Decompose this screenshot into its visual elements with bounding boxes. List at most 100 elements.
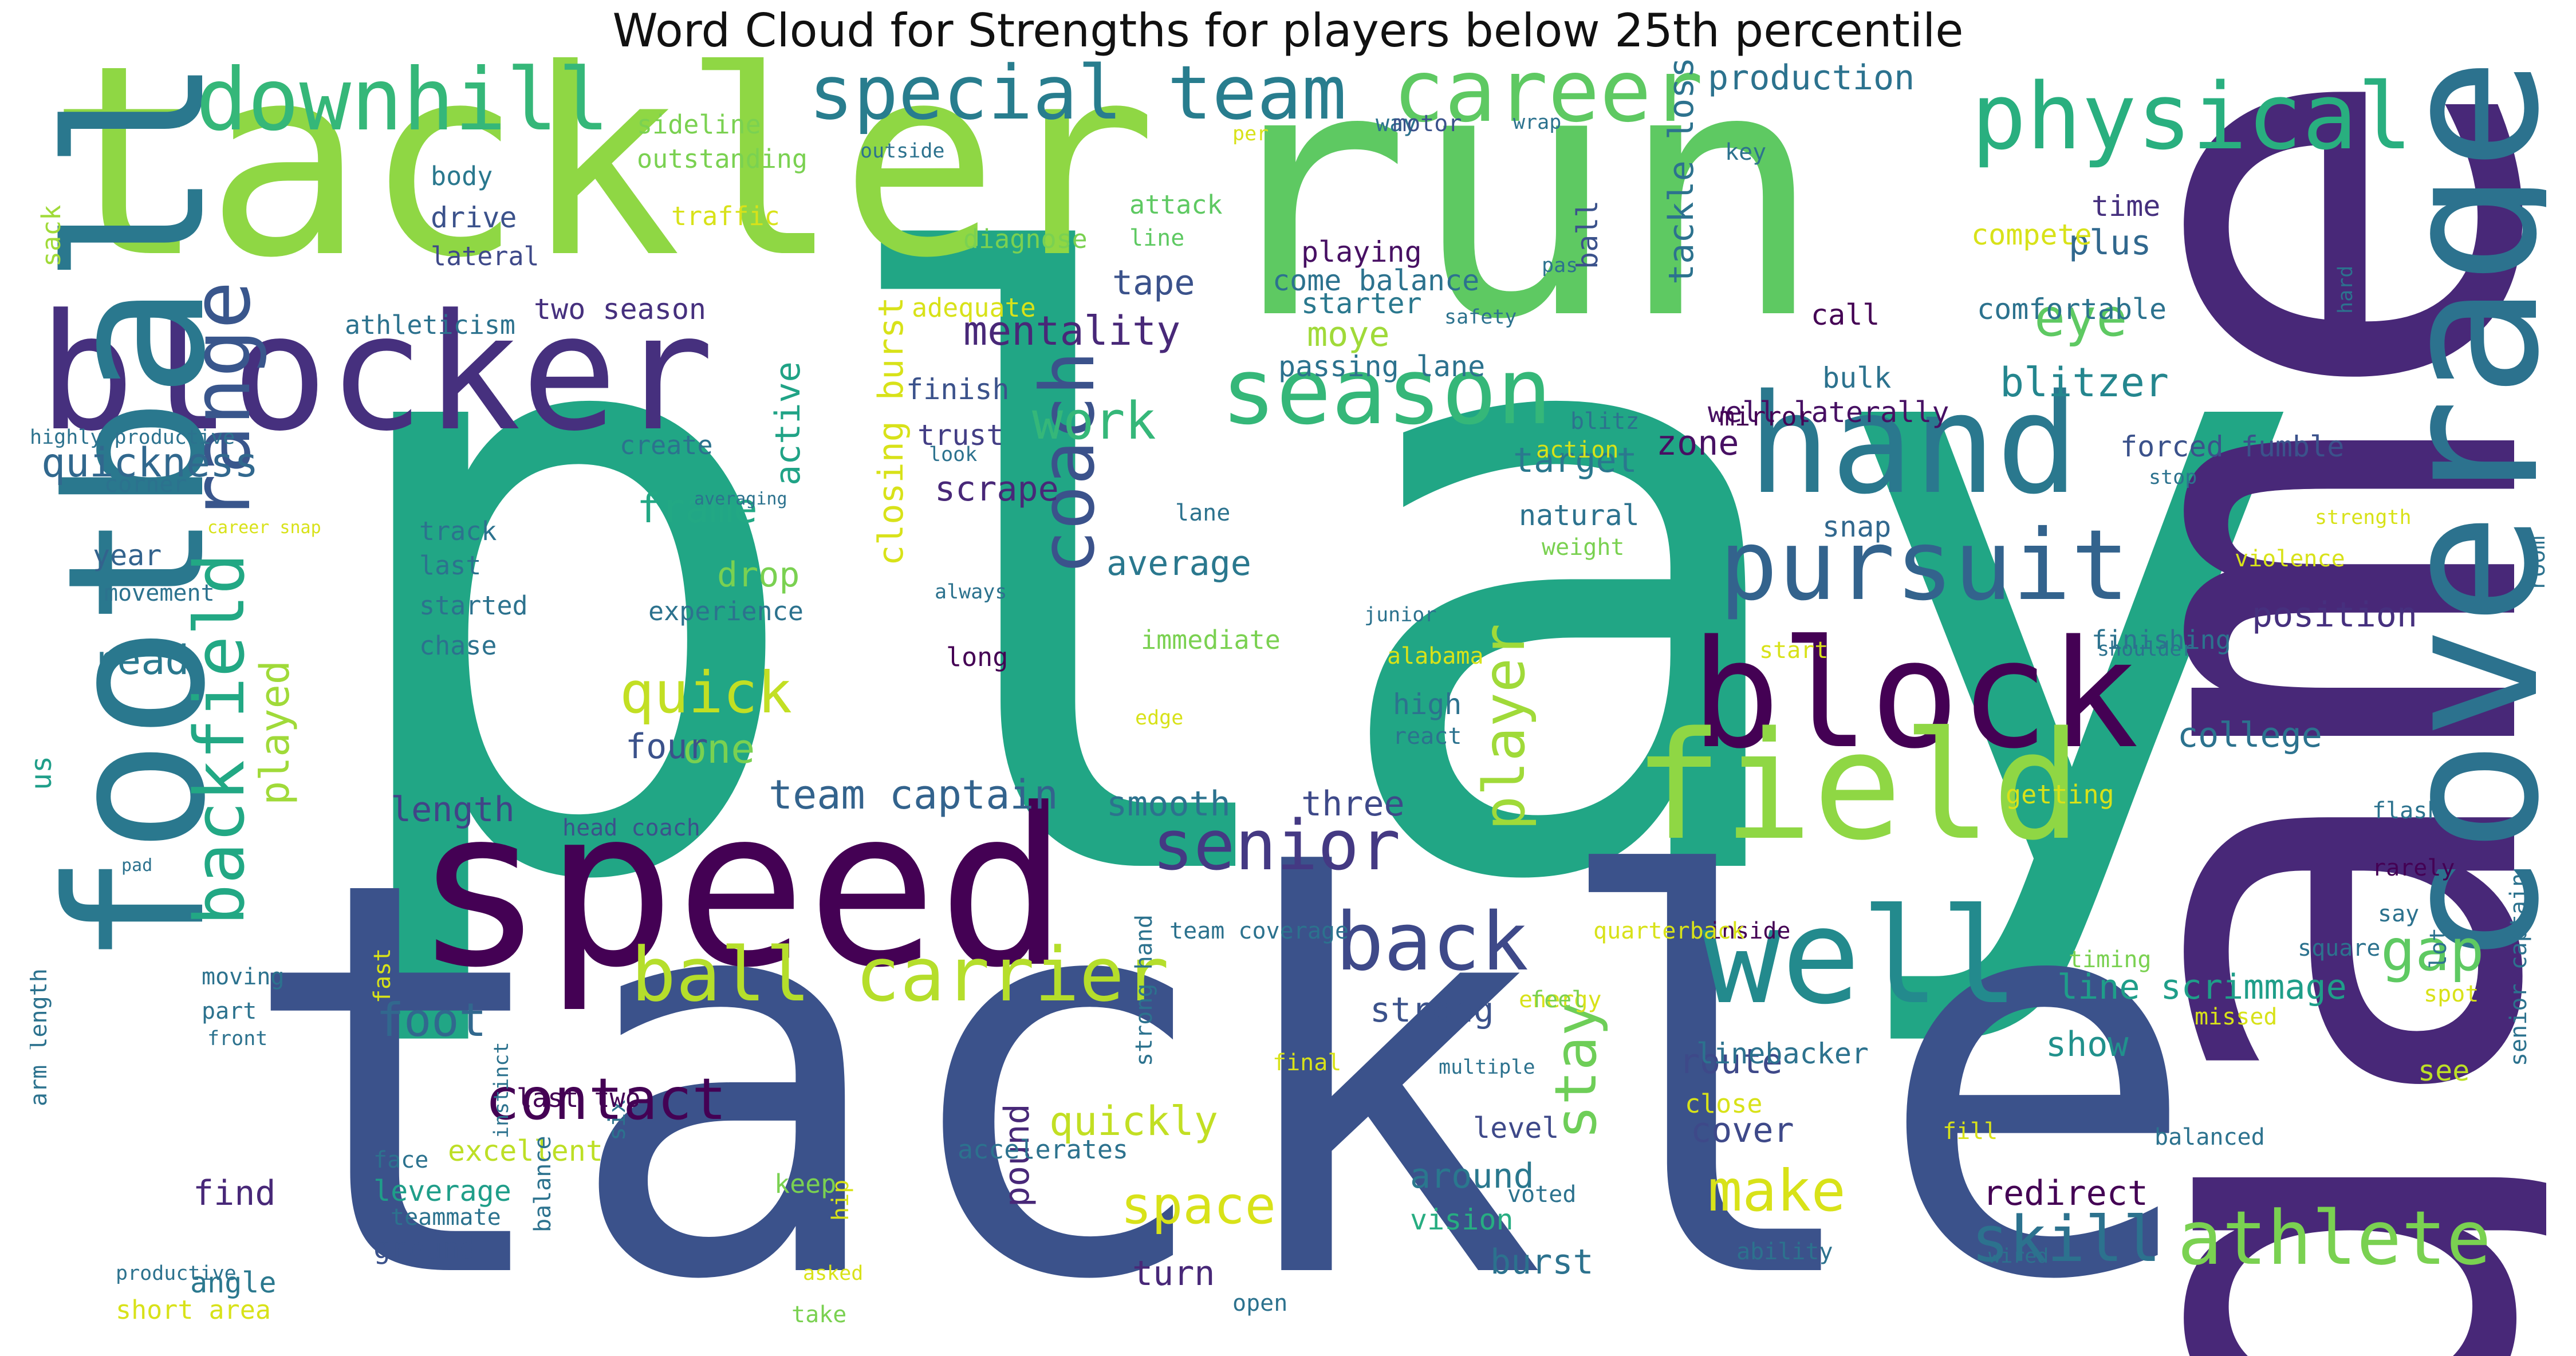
cloud-word: production: [1708, 58, 1915, 98]
cloud-word: getting: [2006, 779, 2114, 810]
cloud-word: final: [1273, 1050, 1342, 1076]
cloud-word: way: [1376, 111, 1417, 137]
cloud-word: hand: [1748, 364, 2079, 525]
cloud-word: shoulder: [2097, 638, 2194, 661]
cloud-word: balanced: [2154, 1124, 2265, 1150]
cloud-word: sack: [36, 204, 66, 267]
cloud-word: part: [202, 998, 257, 1024]
cloud-word: high: [1393, 688, 1462, 721]
cloud-word: one: [683, 726, 755, 772]
cloud-word: blitz: [1570, 408, 1640, 435]
cloud-word: position: [2252, 595, 2417, 635]
cloud-word: comfortable: [1977, 293, 2167, 326]
cloud-word: ball: [1571, 200, 1604, 269]
cloud-word: chase: [419, 630, 497, 661]
cloud-word: energy: [1519, 987, 1602, 1013]
cloud-word: block: [1691, 609, 2139, 782]
word-cloud: play tackle game run tackler speed blocker cove…: [30, 57, 2546, 1356]
cloud-word: played: [251, 660, 298, 805]
cloud-word: zone: [1656, 423, 1739, 463]
cloud-word: special team: [809, 57, 1347, 136]
cloud-word: two season: [534, 293, 707, 326]
cloud-word: open: [1232, 1290, 1288, 1316]
cloud-word: always: [935, 581, 1007, 604]
cloud-word: key: [1725, 139, 1767, 165]
cloud-word: inside: [1708, 918, 1791, 944]
cloud-word: action: [1536, 437, 1619, 463]
cloud-word: asked: [803, 1262, 864, 1285]
cloud-word: quickness: [41, 439, 259, 486]
cloud-word: moye: [1307, 314, 1390, 354]
cloud-word: foot: [376, 994, 487, 1047]
cloud-word: teammate: [391, 1204, 501, 1231]
cloud-word: closing burst: [871, 297, 911, 566]
cloud-word: natural: [1519, 499, 1640, 532]
cloud-word: mentality: [963, 308, 1181, 354]
cloud-word: line: [1129, 225, 1185, 251]
cloud-word: ground: [373, 1232, 477, 1265]
cloud-word: pad: [121, 856, 153, 876]
cloud-word: year: [93, 539, 162, 572]
cloud-word: keep: [774, 1169, 837, 1199]
cloud-word: drop: [717, 555, 800, 595]
cloud-word: wired: [1988, 1245, 2049, 1268]
cloud-word: gap: [2381, 917, 2484, 984]
cloud-word: smooth: [1106, 784, 1231, 824]
cloud-word: create: [620, 430, 713, 460]
cloud-word: productive: [116, 1262, 237, 1285]
cloud-word: start: [1759, 637, 1829, 664]
cloud-word: head coach: [562, 815, 700, 841]
cloud-word: us: [30, 755, 58, 790]
cloud-word: tackle: [236, 766, 2201, 1356]
cloud-word: backfield: [180, 553, 260, 925]
cloud-word: senior captain: [2506, 873, 2532, 1066]
cloud-word: averaging: [694, 489, 787, 509]
cloud-word: multiple: [1439, 1056, 1535, 1079]
cloud-word: four: [625, 727, 708, 767]
cloud-word: say: [2378, 901, 2420, 927]
cloud-word: excellent: [448, 1134, 603, 1168]
cloud-word: line scrimmage: [2057, 967, 2347, 1007]
cloud-word: drive: [431, 201, 517, 234]
cloud-word: trust: [917, 419, 1004, 452]
cloud-word: junior: [1364, 604, 1437, 626]
cloud-word: finish: [906, 373, 1010, 406]
cloud-word: linebacker: [1696, 1037, 1869, 1070]
cloud-word: forced fumble: [2120, 430, 2345, 463]
cloud-word: career: [1393, 57, 1703, 141]
cloud-word: space: [1121, 1176, 1276, 1236]
cloud-word: speed: [413, 762, 1069, 1015]
cloud-word: compete: [1971, 218, 2092, 251]
cloud-word: attack: [1129, 190, 1223, 220]
cloud-word: turn: [1132, 1253, 1215, 1294]
cloud-word: route: [1679, 1042, 1783, 1082]
cloud-word: athlete: [2177, 1195, 2491, 1282]
cloud-word: vision: [1410, 1203, 1514, 1236]
cloud-word: started: [419, 590, 528, 621]
cloud-word: career snap: [207, 518, 321, 538]
cloud-word: strong: [1370, 990, 1494, 1030]
cloud-word: face: [373, 1147, 429, 1173]
cloud-word: ability: [1736, 1239, 1833, 1265]
cloud-word: back: [1336, 896, 1529, 989]
cloud-word: strength: [2315, 506, 2412, 529]
cloud-word: find: [193, 1173, 276, 1213]
cloud-word: finishing: [2091, 625, 2231, 655]
cloud-word: three: [1301, 784, 1405, 824]
cloud-word: balance: [530, 1136, 556, 1232]
cloud-word: violence: [2235, 546, 2345, 572]
cloud-word: snap: [1822, 510, 1892, 543]
cloud-word: strong hand: [1131, 914, 1157, 1066]
cloud-word: square: [2298, 935, 2381, 961]
cloud-word: mirror: [1719, 401, 1813, 432]
cloud-word: tackler: [47, 57, 1157, 316]
cloud-word: active: [768, 361, 808, 486]
cloud-word: hard: [2334, 265, 2357, 314]
cloud-word: starter: [1301, 287, 1422, 320]
cloud-word: moving: [202, 964, 285, 990]
cloud-word: redirect: [1983, 1173, 2148, 1213]
cloud-word: lateral: [431, 241, 539, 271]
cloud-word: last two: [517, 1083, 641, 1113]
cloud-word: stop: [2149, 466, 2197, 489]
cloud-word: player: [1471, 623, 1538, 830]
